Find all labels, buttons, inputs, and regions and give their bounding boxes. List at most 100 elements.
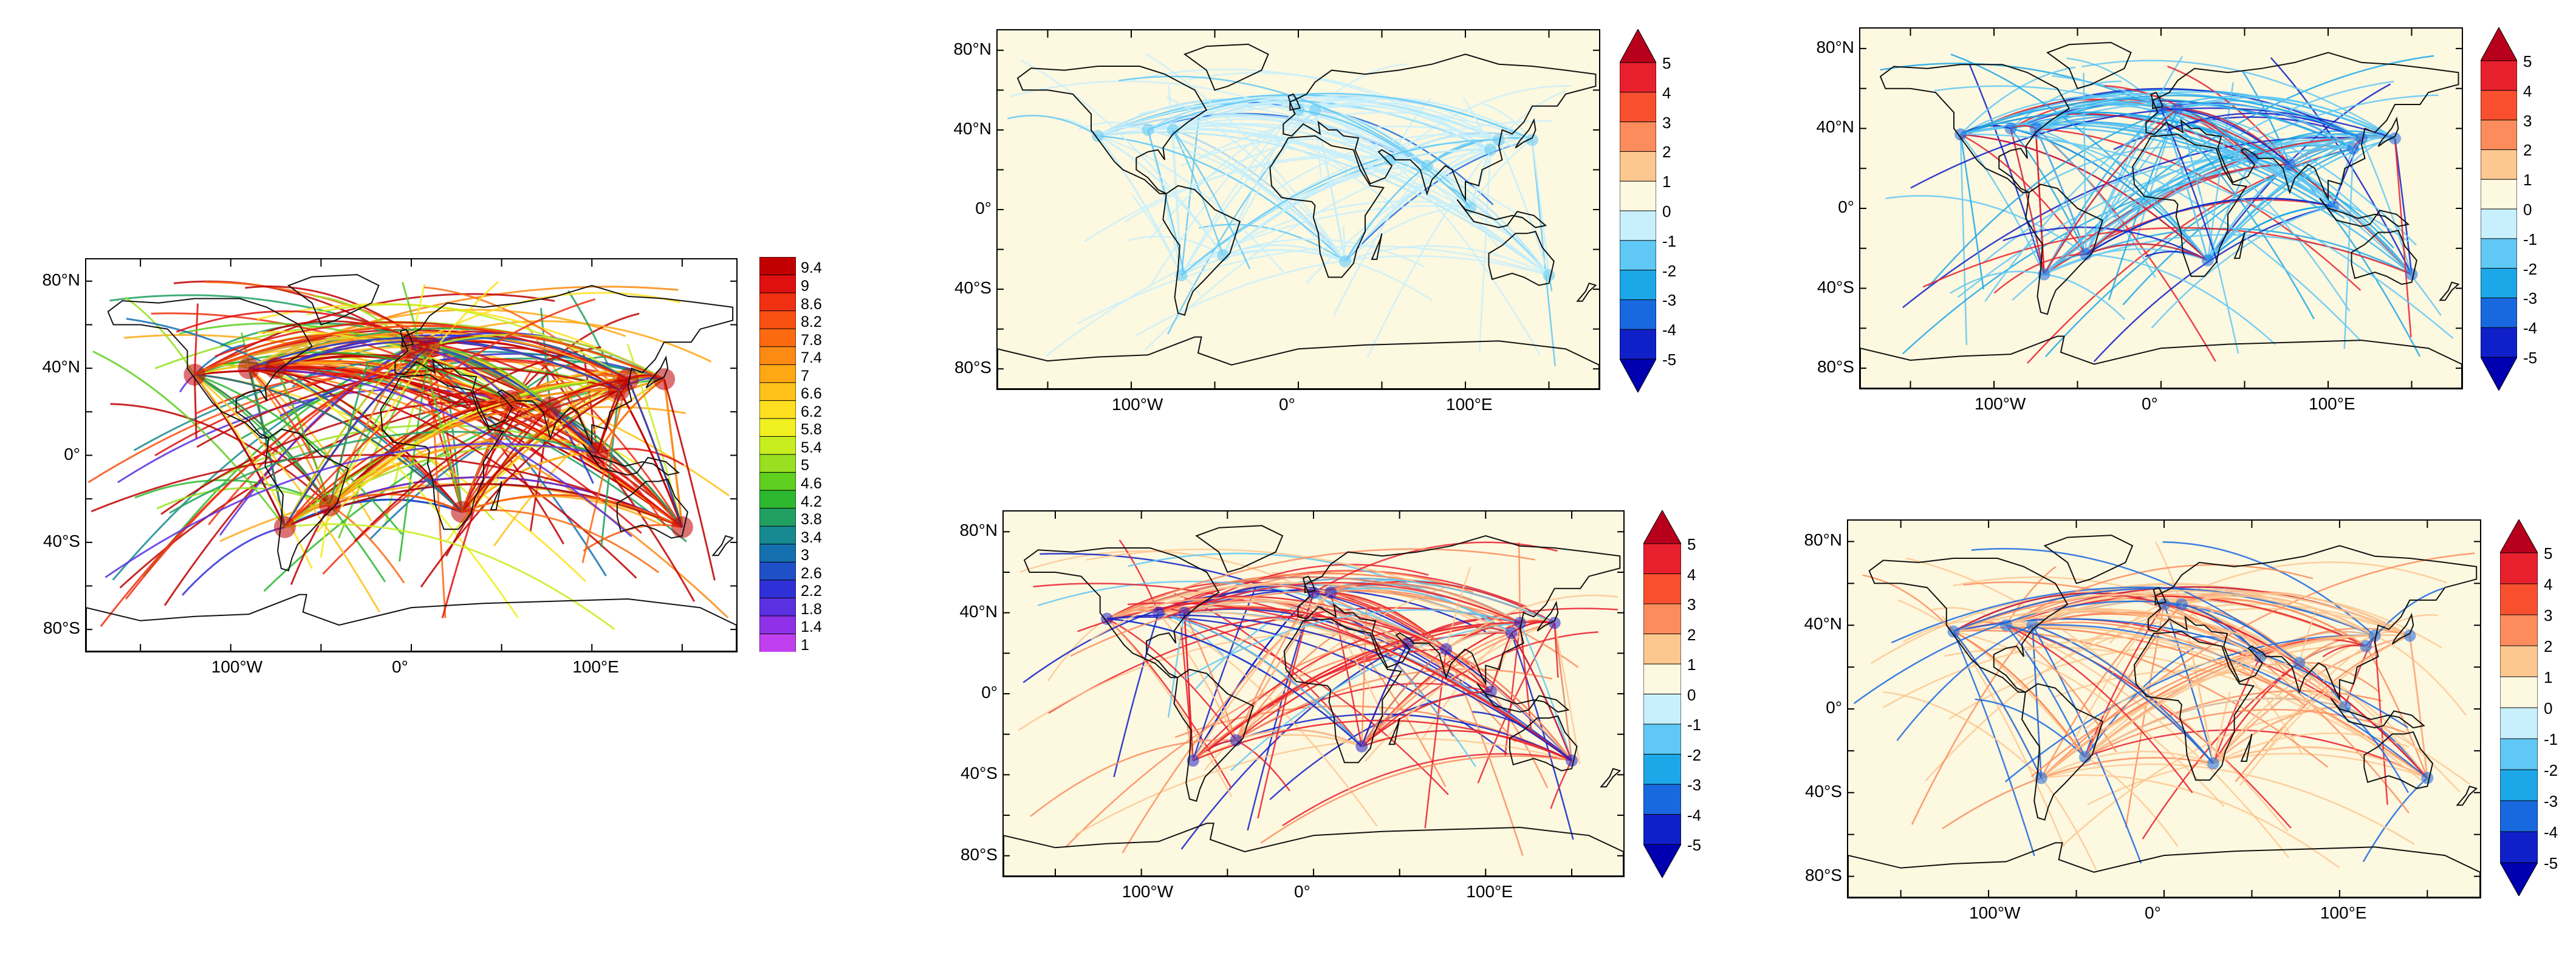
colorbar	[2499, 518, 2538, 897]
map-frame	[85, 258, 738, 652]
colorbar-segment	[1643, 663, 1682, 695]
colorbar-segment	[759, 544, 796, 563]
coastline	[1879, 64, 2071, 193]
colorbar-label: -4	[2544, 823, 2558, 841]
route-line	[2006, 564, 2314, 626]
coastline	[1860, 335, 2462, 388]
colorbar-segment	[1619, 121, 1657, 152]
route-line	[1885, 195, 2086, 255]
route-line	[248, 367, 632, 538]
colorbar-segment	[2499, 831, 2538, 863]
route-line	[2035, 128, 2087, 255]
route-line	[2298, 662, 2428, 779]
route-line	[1106, 618, 1233, 798]
hub-cluster	[1307, 586, 1320, 599]
route-line	[1084, 156, 1428, 242]
hub-cluster	[1217, 249, 1230, 262]
route-line	[1953, 592, 2165, 632]
colorbar-segment	[2499, 583, 2538, 615]
route-line	[1313, 592, 1516, 743]
lat-tick-label: 40°S	[1804, 781, 1842, 801]
colorbar-label: 4	[1687, 565, 1696, 584]
coastline	[86, 594, 736, 651]
route-line	[1315, 109, 1428, 166]
lat-tick-label: 80°S	[43, 618, 80, 638]
lat-tick-label: 80°N	[1816, 37, 1854, 56]
hub-cluster	[1292, 104, 1304, 117]
colorbar-label: 4	[1662, 83, 1671, 102]
route-line	[2409, 635, 2428, 778]
colorbar-label: -3	[1662, 291, 1677, 310]
lat-tick-label: 40°N	[1804, 614, 1842, 634]
route-line	[2212, 691, 2231, 764]
route-line	[2207, 137, 2396, 261]
hub-cluster	[2026, 619, 2039, 632]
route-line	[600, 389, 620, 547]
route-line	[1531, 140, 1550, 276]
route-line	[1074, 737, 1572, 837]
route-line	[1862, 574, 1954, 632]
route-line	[2041, 750, 2214, 779]
route-line	[1960, 134, 2045, 275]
route-line	[2212, 662, 2300, 764]
hub-cluster	[2293, 657, 2306, 669]
coastline	[2148, 545, 2478, 701]
lon-tick-label: 0°	[1294, 882, 1310, 901]
hub-cluster	[2389, 132, 2401, 145]
route-line	[2343, 148, 2354, 349]
route-line	[1192, 629, 1394, 761]
route-line	[2006, 594, 2182, 626]
hub-cluster	[499, 389, 522, 412]
coastline	[1509, 715, 1578, 772]
route-line	[2040, 662, 2300, 779]
route-line	[2163, 598, 2366, 647]
lon-tick-label: 0°	[2142, 394, 2158, 413]
colorbar-top-triangle	[1619, 28, 1657, 63]
colorbar-label: 5	[1662, 54, 1671, 72]
colorbar-segment	[759, 364, 796, 383]
route-line	[2035, 128, 2208, 261]
hub-cluster	[2202, 254, 2214, 267]
world-map	[86, 259, 736, 651]
lat-tick-label: 80°N	[953, 39, 992, 58]
route-line	[2151, 205, 2334, 329]
route-line	[1333, 165, 1428, 316]
route-line	[2006, 609, 2300, 664]
colorbar-label: -5	[2544, 854, 2558, 872]
route-line	[1180, 139, 1499, 276]
ocean-background	[998, 30, 1599, 389]
colorbar-segment	[759, 382, 796, 402]
route-line	[1148, 92, 1533, 141]
route-line	[2374, 614, 2439, 637]
coastlines	[1860, 41, 2462, 388]
colorbar-segment	[1619, 210, 1657, 241]
route-line	[248, 368, 315, 459]
hub-cluster	[1543, 269, 1555, 282]
coastline	[1287, 93, 1301, 111]
route-line	[276, 367, 683, 528]
colorbar-segment	[1619, 329, 1657, 360]
route-line	[2213, 746, 2428, 779]
route-line	[2030, 635, 2375, 778]
route-line	[1953, 631, 2225, 807]
coastline	[1488, 230, 1555, 286]
coastline	[1515, 118, 1536, 149]
coastline	[1004, 823, 1623, 876]
route-line	[1445, 649, 1524, 856]
route-line	[248, 337, 412, 369]
route-line	[2032, 624, 2142, 864]
route-line	[284, 346, 413, 528]
route-line	[1960, 98, 2354, 149]
colorbar-segment	[2499, 552, 2538, 584]
route-line	[550, 375, 665, 408]
route-line	[462, 509, 659, 573]
route-line	[2252, 157, 2413, 275]
route-line	[1504, 623, 1521, 756]
coastline	[1576, 282, 1597, 302]
colorbar-container	[2480, 26, 2518, 392]
coastlines	[86, 274, 736, 651]
colorbar-segment	[2499, 738, 2538, 770]
route-line	[1184, 607, 1492, 693]
lon-tick-label: 100°W	[211, 657, 263, 676]
route-line	[194, 325, 665, 380]
